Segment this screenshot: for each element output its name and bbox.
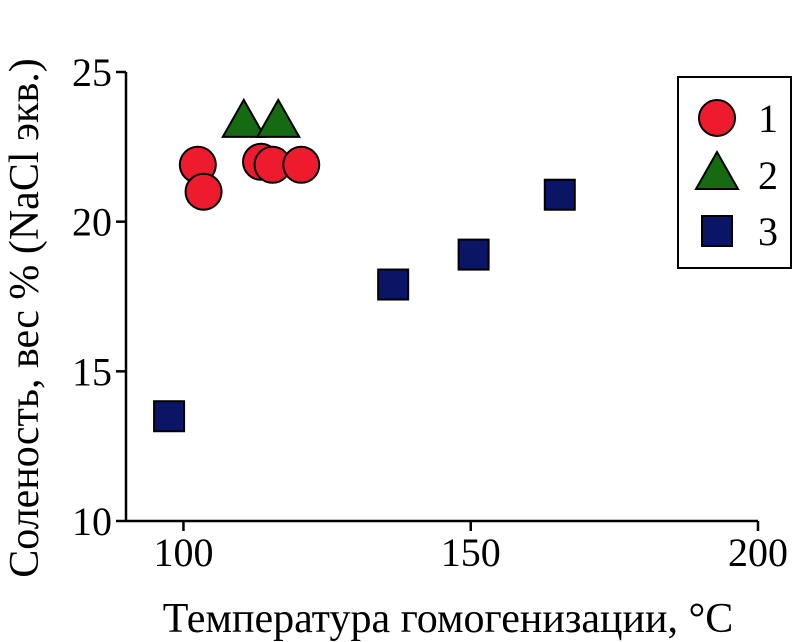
data-points (153, 97, 576, 433)
legend-label-1: 1 (758, 96, 778, 141)
ticks: 100 150 200 10 15 20 25 (72, 50, 788, 575)
series-1-point-5 (282, 145, 321, 184)
series-2-point-2 (255, 97, 301, 138)
x-tick-label-200: 200 (728, 530, 788, 575)
y-tick-label-25: 25 (72, 50, 112, 95)
series-3-point-1 (153, 400, 186, 433)
legend: 1 2 3 (677, 76, 792, 269)
series-3-point-4 (543, 178, 576, 211)
legend-marker-2 (694, 149, 740, 190)
y-axis-label: Соленость, вес % (NaCl экв.) (2, 58, 48, 578)
series-3-point-2 (377, 268, 410, 301)
legend-marker-3 (701, 215, 733, 247)
y-tick-label-20: 20 (72, 200, 112, 245)
x-axis-label: Температура гомогенизации, °C (163, 596, 734, 642)
series-1-point-2 (184, 172, 223, 211)
series-3-point-3 (457, 238, 490, 271)
axes (124, 72, 758, 523)
y-tick-label-10: 10 (72, 499, 112, 544)
series-2-point-1 (221, 97, 267, 138)
x-tick-label-150: 150 (441, 530, 501, 575)
y-tick-label-15: 15 (72, 349, 112, 394)
legend-label-3: 3 (758, 209, 778, 254)
x-tick-label-100: 100 (153, 530, 213, 575)
legend-label-2: 2 (758, 153, 778, 198)
legend-marker-1 (698, 99, 736, 137)
legend-box (677, 76, 792, 269)
